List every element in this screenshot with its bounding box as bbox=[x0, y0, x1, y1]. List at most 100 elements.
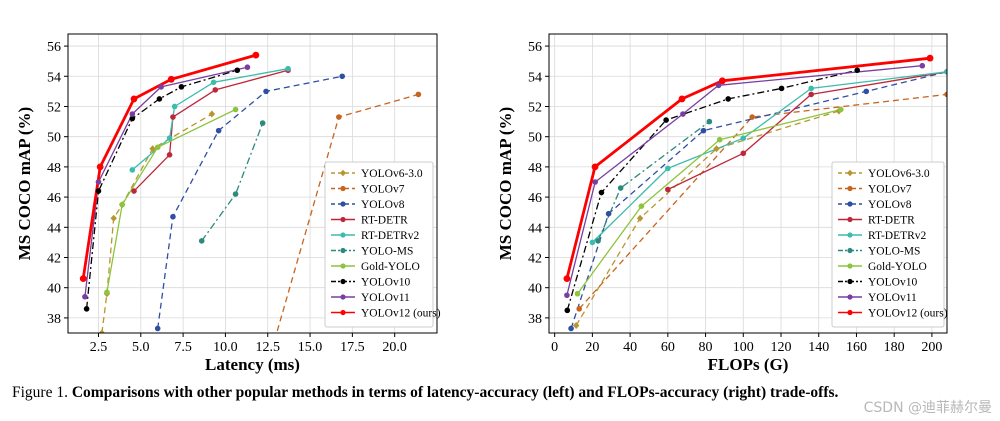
legend-label: RT-DETR bbox=[868, 215, 915, 227]
data-point bbox=[82, 293, 88, 300]
x-tick-label: 2.5 bbox=[90, 340, 108, 355]
y-tick-label: 38 bbox=[47, 312, 61, 327]
legend-swatch-marker bbox=[340, 263, 346, 269]
x-tick-label: 180 bbox=[884, 340, 905, 355]
legend-swatch-marker bbox=[847, 169, 853, 177]
legend-label: YOLOv12 (ours) bbox=[361, 308, 441, 320]
legend-item: YOLOv8 bbox=[838, 199, 912, 211]
y-tick-label: 54 bbox=[47, 70, 61, 85]
x-tick-label: 17.5 bbox=[340, 340, 365, 355]
data-point bbox=[919, 62, 926, 69]
legend: YOLOv6-3.0 YOLOv7 YOLOv8 RT-DETR RT-DETRv2 YO… bbox=[831, 161, 948, 328]
data-point bbox=[749, 114, 755, 120]
data-point bbox=[605, 210, 612, 217]
data-point bbox=[119, 201, 125, 208]
legend-swatch-marker bbox=[847, 309, 853, 316]
data-point bbox=[110, 214, 117, 222]
series-line bbox=[101, 113, 213, 333]
legend-item: Gold-YOLO bbox=[331, 261, 420, 273]
legend-label: YOLOv7 bbox=[361, 184, 405, 196]
watermark: CSDN @迪菲赫尔曼 bbox=[863, 400, 992, 416]
legend-swatch-marker bbox=[340, 216, 346, 223]
legend-label: RT-DETRv2 bbox=[868, 230, 927, 242]
data-point bbox=[415, 91, 422, 98]
data-point bbox=[210, 79, 217, 86]
data-point bbox=[156, 96, 163, 102]
legend-item: YOLO-MS bbox=[838, 246, 920, 258]
legend-item: YOLOv11 bbox=[331, 292, 410, 304]
data-point bbox=[170, 213, 176, 220]
plot-frame bbox=[548, 33, 948, 334]
data-point bbox=[215, 127, 222, 134]
series-line bbox=[575, 110, 840, 326]
data-point bbox=[838, 106, 844, 113]
y-tick-label: 38 bbox=[528, 312, 542, 327]
flops-accuracy-chart: 38 40 42 44 46 48 50 52 54 56 0 20 40 60 80 100 120 140 16… bbox=[496, 33, 948, 374]
data-point bbox=[154, 144, 161, 151]
legend-swatch-marker bbox=[340, 185, 346, 192]
y-tick-label: 54 bbox=[528, 70, 542, 85]
axis-ticks: 38 40 42 44 46 48 50 52 54 56 2.5 5.0 7.5 10.0 12.5 15.… bbox=[47, 40, 407, 355]
series-line bbox=[131, 68, 289, 171]
data-point bbox=[740, 150, 747, 157]
data-point bbox=[665, 186, 671, 193]
legend-label: YOLOv6-3.0 bbox=[361, 168, 423, 180]
x-tick-label: 7.5 bbox=[174, 340, 192, 355]
data-point bbox=[263, 88, 269, 95]
legend-box bbox=[831, 161, 945, 328]
legend-item: RT-DETRv2 bbox=[331, 230, 420, 242]
legend-swatch-marker bbox=[340, 232, 346, 238]
data-point bbox=[129, 111, 136, 117]
legend: YOLOv6-3.0 YOLOv7 YOLOv8 RT-DETR RT-DETRv2 YO… bbox=[324, 161, 441, 328]
data-point bbox=[700, 127, 707, 134]
series-markers bbox=[563, 54, 947, 332]
data-point bbox=[808, 85, 814, 92]
y-tick-label: 46 bbox=[528, 191, 542, 206]
data-point bbox=[680, 111, 686, 117]
legend-item: YOLOv12 (ours) bbox=[838, 308, 948, 320]
data-point bbox=[158, 84, 164, 90]
data-point bbox=[740, 135, 747, 141]
series-line bbox=[576, 108, 841, 295]
legend-swatch-marker bbox=[340, 294, 346, 300]
legend-swatch-marker bbox=[847, 278, 853, 285]
y-tick-label: 50 bbox=[47, 131, 61, 146]
data-point bbox=[572, 321, 580, 329]
data-point bbox=[285, 65, 291, 72]
series-line bbox=[570, 71, 947, 329]
data-point bbox=[617, 185, 624, 191]
x-axis-label: Latency (ms) bbox=[205, 355, 300, 374]
series-line bbox=[201, 122, 264, 242]
legend-item: YOLOv7 bbox=[838, 184, 912, 196]
data-point bbox=[576, 306, 582, 312]
data-point bbox=[232, 191, 239, 197]
legend-label: RT-DETRv2 bbox=[361, 230, 420, 242]
data-point bbox=[252, 51, 260, 59]
legend-label: YOLOv6-3.0 bbox=[868, 168, 930, 180]
y-tick-label: 56 bbox=[528, 40, 542, 55]
data-point bbox=[663, 117, 669, 123]
data-point bbox=[592, 179, 599, 185]
data-point bbox=[234, 67, 241, 74]
legend-item: RT-DETRv2 bbox=[838, 230, 927, 242]
legend-label: YOLOv11 bbox=[361, 292, 410, 304]
caption-text: Comparisons with other popular methods i… bbox=[71, 384, 839, 401]
x-tick-label: 140 bbox=[808, 340, 829, 355]
data-point bbox=[665, 165, 671, 172]
figure-caption: Figure 1. Comparisons with other popular… bbox=[12, 384, 988, 402]
legend-swatch-marker bbox=[847, 185, 853, 192]
data-point bbox=[863, 88, 870, 95]
legend-label: YOLO-MS bbox=[361, 246, 413, 258]
x-tick-label: 100 bbox=[733, 340, 754, 355]
data-point bbox=[715, 82, 722, 89]
legend-label: YOLOv8 bbox=[868, 199, 912, 211]
data-point bbox=[591, 163, 599, 171]
x-axis-label: FLOPs (G) bbox=[708, 355, 789, 374]
legend-item: YOLOv10 bbox=[331, 277, 410, 289]
legend-item: YOLOv6-3.0 bbox=[331, 168, 423, 180]
legend-label: YOLOv10 bbox=[361, 277, 410, 289]
legend-swatch-marker bbox=[340, 201, 346, 207]
x-tick-label: 15.0 bbox=[298, 340, 323, 355]
data-point bbox=[944, 68, 947, 75]
x-tick-label: 80 bbox=[699, 340, 713, 355]
